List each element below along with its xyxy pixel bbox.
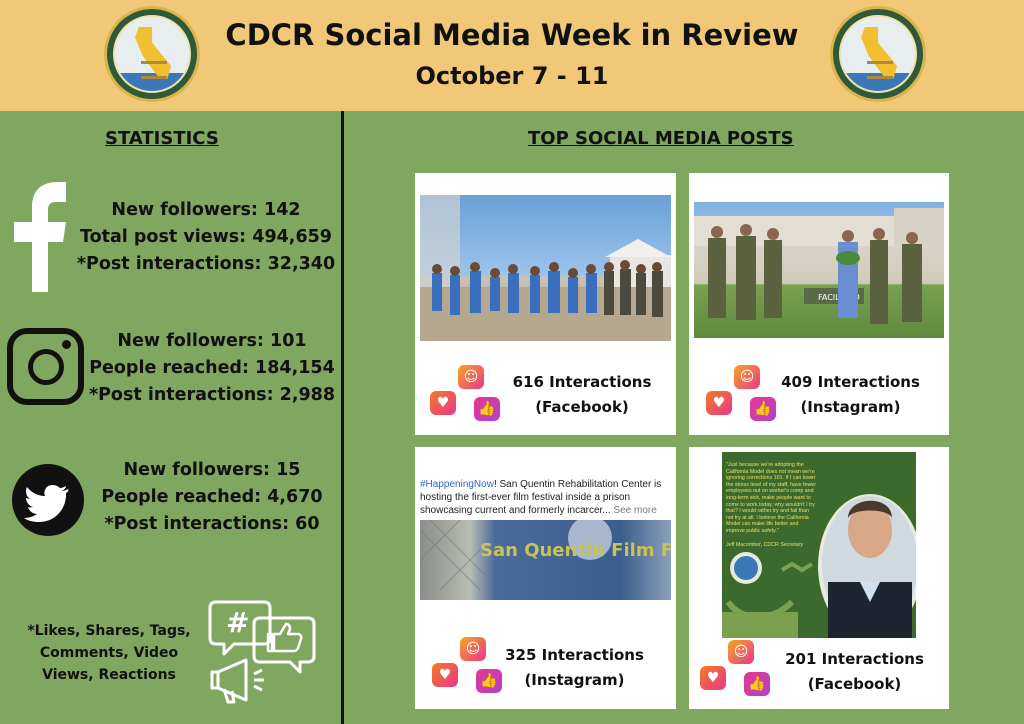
instagram-new-followers: New followers: 101 [117,331,307,351]
reaction-icons: ☺ ♥ 👍 [430,365,500,421]
interactions-footnote: *Likes, Shares, Tags, Comments, Video Vi… [27,623,191,683]
reaction-icons: ☺ ♥ 👍 [432,637,502,693]
post-1-platform: (Facebook) [535,398,629,416]
post-3-hashtag[interactable]: #HappeningNow [420,479,494,490]
instagram-people-reached: People reached: 184,154 [89,358,335,378]
people-icon: ☺ [460,637,486,661]
post-3-platform: (Instagram) [524,671,625,689]
post-photo-quote-graphic [722,452,916,638]
post-1-interactions: 616 Interactions [512,373,652,391]
post-2-label: 409 Interactions (Instagram) [768,370,933,420]
post-4-platform: (Facebook) [807,675,902,693]
twitter-stats: New followers: 15 People reached: 4,670 … [84,457,340,538]
twitter-people-reached: People reached: 4,670 [101,487,323,507]
thumbs-up-icon: 👍 [476,669,502,693]
twitter-post-interactions: *Post interactions: 60 [104,514,320,534]
post-3-label: 325 Interactions (Instagram) [492,643,657,693]
thumbs-up-icon: 👍 [474,397,500,421]
facebook-post-interactions: *Post interactions: 32,340 [76,254,336,274]
instagram-icon [7,328,84,405]
heart-icon: ♥ [430,391,456,415]
reaction-icons: ☺ ♥ 👍 [700,640,770,696]
facebook-post-views: Total post views: 494,659 [80,227,332,247]
post-3-body: ! San Quentin Rehabilitation Center is h… [420,479,662,516]
post-photo-officers: FACILITY-D [694,202,944,338]
post-2-interactions: 409 Interactions [781,373,920,391]
instagram-post-interactions: *Post interactions: 2,988 [88,385,336,405]
date-range: October 7 - 11 [415,62,609,90]
see-more-link[interactable]: See more [610,505,657,516]
post-4-interactions: 201 Interactions [785,650,924,668]
svg-text:#: # [226,606,249,639]
cdcr-seal-icon [104,6,200,102]
post-3-interactions: 325 Interactions [505,646,644,664]
post-4-quote-author: Jeff Macomber, CDCR Secretary [726,542,804,548]
thumbs-up-icon: 👍 [744,672,770,696]
shirt-print-text: San Quentin Film Festival [480,540,671,561]
post-2-platform: (Instagram) [800,398,901,416]
page-title: CDCR Social Media Week in Review [225,18,799,52]
twitter-new-followers: New followers: 15 [123,460,301,480]
facebook-icon [14,182,66,292]
social-speech-bubbles-icon: # [208,600,316,704]
post-1-label: 616 Interactions (Facebook) [492,370,672,420]
column-divider [341,111,344,724]
facebook-stats: New followers: 142 Total post views: 494… [70,197,342,278]
thumbs-up-icon: 👍 [750,397,776,421]
people-icon: ☺ [734,365,760,389]
post-3-caption: #HappeningNow! San Quentin Rehabilitatio… [420,478,670,517]
reaction-icons: ☺ ♥ 👍 [706,365,776,421]
post-photo-crowd [420,195,671,341]
cdcr-seal-icon [830,6,926,102]
statistics-heading: STATISTICS [105,128,219,149]
post-photo-festival-shirt: San Quentin Film Festival [420,520,671,600]
heart-icon: ♥ [432,663,458,687]
post-4-quote: "Just because we're adopting the Califor… [726,462,816,534]
twitter-icon [12,464,84,536]
facebook-new-followers: New followers: 142 [111,200,301,220]
top-posts-heading: TOP SOCIAL MEDIA POSTS [528,128,794,149]
post-4-label: 201 Interactions (Facebook) [772,647,937,697]
instagram-stats: New followers: 101 People reached: 184,1… [84,328,340,409]
people-icon: ☺ [728,640,754,664]
heart-icon: ♥ [706,391,732,415]
heart-icon: ♥ [700,666,726,690]
people-icon: ☺ [458,365,484,389]
